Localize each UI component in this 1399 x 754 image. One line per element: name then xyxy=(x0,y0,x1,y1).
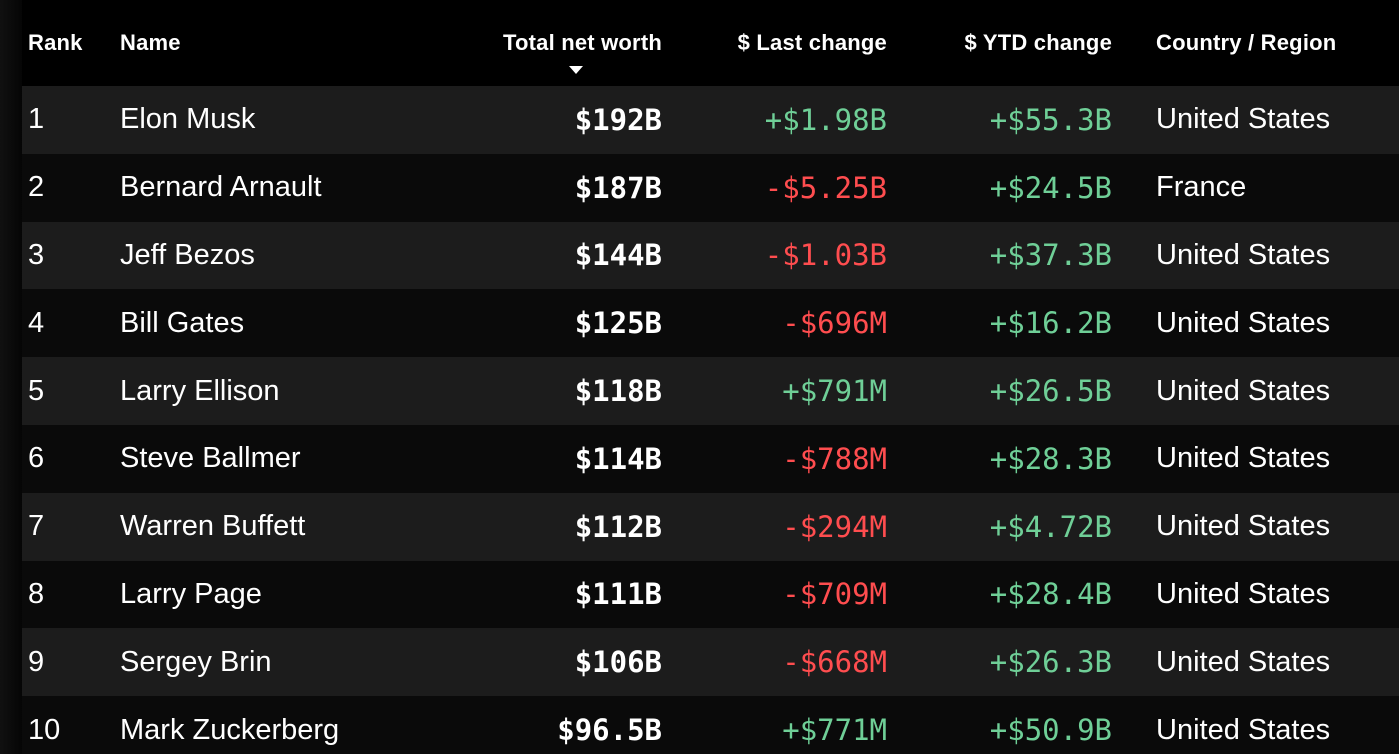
left-edge-shade xyxy=(0,0,22,754)
name-cell[interactable]: Sergey Brin xyxy=(120,645,272,678)
ytd-change-cell: +$28.4B xyxy=(989,577,1112,612)
name-cell[interactable]: Jeff Bezos xyxy=(120,238,255,271)
last-change-cell: -$709M xyxy=(782,577,887,612)
table-row[interactable]: 3 Jeff Bezos $144B -$1.03B +$37.3B United Sta… xyxy=(22,221,1399,290)
ytd-change-cell: +$55.3B xyxy=(989,102,1112,137)
net-worth-cell: $118B xyxy=(574,374,662,409)
net-worth-cell: $125B xyxy=(574,306,662,341)
last-change-cell: -$1.03B xyxy=(764,238,887,273)
net-worth-cell: $114B xyxy=(574,441,662,476)
country-cell: United States xyxy=(1156,374,1331,407)
ytd-change-cell: +$50.9B xyxy=(989,713,1112,748)
rank-cell: 8 xyxy=(28,577,45,610)
header-country-region[interactable]: Country / Region xyxy=(1156,30,1337,55)
ytd-change-cell: +$28.3B xyxy=(989,441,1112,476)
ytd-change-cell: +$16.2B xyxy=(989,306,1112,341)
table-row[interactable]: 1 Elon Musk $192B +$1.98B +$55.3B United Stat… xyxy=(22,86,1399,154)
header-name[interactable]: Name xyxy=(120,30,181,55)
last-change-cell: -$696M xyxy=(782,306,887,341)
table-row[interactable]: 8 Larry Page $111B -$709M +$28.4B United Stat… xyxy=(22,560,1399,629)
table-row[interactable]: 7 Warren Buffett $112B -$294M +$4.72B United … xyxy=(22,492,1399,561)
rank-cell: 3 xyxy=(28,238,45,271)
rank-cell: 9 xyxy=(28,645,45,678)
table-row[interactable]: 5 Larry Ellison $118B +$791M +$26.5B United S… xyxy=(22,357,1399,425)
name-cell[interactable]: Steve Ballmer xyxy=(120,442,301,475)
rank-cell: 5 xyxy=(28,374,45,407)
country-cell: United States xyxy=(1156,510,1331,543)
rank-cell: 7 xyxy=(28,510,45,543)
table-row[interactable]: 10 Mark Zuckerberg $96.5B +$771M +$50.9B Unit… xyxy=(22,696,1399,754)
name-cell[interactable]: Larry Page xyxy=(120,577,262,610)
rank-cell: 6 xyxy=(28,442,45,475)
last-change-cell: +$791M xyxy=(782,374,887,409)
ytd-change-cell: +$37.3B xyxy=(989,238,1112,273)
last-change-cell: -$5.25B xyxy=(764,170,887,205)
table-body: 1 Elon Musk $192B +$1.98B +$55.3B United Stat… xyxy=(22,86,1399,754)
ytd-change-cell: +$24.5B xyxy=(989,170,1112,205)
rank-cell: 2 xyxy=(28,171,45,204)
table-row[interactable]: 4 Bill Gates $125B -$696M +$16.2B United Stat… xyxy=(22,289,1399,358)
country-cell: United States xyxy=(1156,645,1331,678)
name-cell[interactable]: Warren Buffett xyxy=(120,510,306,543)
rank-cell: 1 xyxy=(28,103,45,136)
header-total-net-worth[interactable]: Total net worth xyxy=(502,30,662,55)
header-rank[interactable]: Rank xyxy=(28,30,83,55)
country-cell: United States xyxy=(1156,103,1331,136)
net-worth-cell: $144B xyxy=(574,238,662,273)
last-change-cell: -$788M xyxy=(782,441,887,476)
sort-descending-icon[interactable] xyxy=(569,66,583,74)
last-change-cell: -$294M xyxy=(782,509,887,544)
last-change-cell: +$1.98B xyxy=(764,102,887,137)
country-cell: France xyxy=(1156,171,1247,204)
country-cell: United States xyxy=(1156,577,1331,610)
name-cell[interactable]: Bill Gates xyxy=(120,306,245,339)
name-cell[interactable]: Elon Musk xyxy=(120,103,256,136)
country-cell: United States xyxy=(1156,442,1331,475)
rank-cell: 10 xyxy=(28,713,61,746)
last-change-cell: -$668M xyxy=(782,645,887,680)
last-change-cell: +$771M xyxy=(782,713,887,748)
country-cell: United States xyxy=(1156,238,1331,271)
ytd-change-cell: +$26.3B xyxy=(989,645,1112,680)
name-cell[interactable]: Mark Zuckerberg xyxy=(120,713,340,746)
country-cell: United States xyxy=(1156,713,1331,746)
rank-cell: 4 xyxy=(28,306,45,339)
table-row[interactable]: 6 Steve Ballmer $114B -$788M +$28.3B United S… xyxy=(22,424,1399,493)
ytd-change-cell: +$26.5B xyxy=(989,374,1112,409)
ytd-change-cell: +$4.72B xyxy=(989,509,1112,544)
table-row[interactable]: 9 Sergey Brin $106B -$668M +$26.3B United Sta… xyxy=(22,628,1399,697)
header-last-change[interactable]: $ Last change xyxy=(737,30,887,55)
net-worth-cell: $96.5B xyxy=(557,713,662,748)
header-ytd-change[interactable]: $ YTD change xyxy=(964,30,1112,55)
table-header: Rank Name Total net worth $ Last change … xyxy=(0,0,1399,86)
net-worth-cell: $106B xyxy=(574,645,662,680)
net-worth-cell: $112B xyxy=(574,509,662,544)
name-cell[interactable]: Bernard Arnault xyxy=(120,171,322,204)
net-worth-cell: $111B xyxy=(574,577,662,612)
net-worth-cell: $187B xyxy=(574,170,662,205)
table-row[interactable]: 2 Bernard Arnault $187B -$5.25B +$24.5B Franc… xyxy=(22,153,1399,222)
name-cell[interactable]: Larry Ellison xyxy=(120,374,280,407)
net-worth-cell: $192B xyxy=(574,102,662,137)
country-cell: United States xyxy=(1156,306,1331,339)
